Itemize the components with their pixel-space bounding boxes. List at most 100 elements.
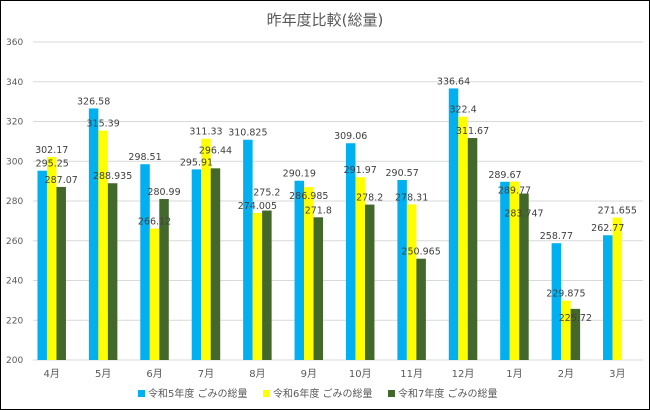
data-label: 298.51	[128, 152, 161, 163]
x-tick-label: 8月	[249, 368, 265, 380]
data-label: 289.67	[488, 170, 521, 181]
data-label: 295.91	[180, 157, 213, 168]
bar-2	[98, 130, 108, 360]
bar-2	[561, 300, 571, 360]
legend-swatch	[263, 390, 270, 397]
bar-3	[159, 199, 169, 360]
data-label: 315.39	[87, 119, 120, 130]
x-tick-label: 12月	[452, 368, 475, 380]
bar-2	[252, 212, 263, 360]
y-tick-label: 220	[6, 316, 23, 326]
data-label: 283.747	[504, 209, 543, 220]
data-label: 326.58	[77, 96, 110, 107]
y-tick-label: 360	[6, 38, 23, 48]
bar-1	[345, 143, 356, 360]
bar-1	[191, 169, 202, 360]
data-label: 280.99	[147, 187, 180, 198]
bar-1	[140, 164, 150, 360]
data-label: 309.06	[334, 131, 367, 142]
bar-1	[448, 88, 459, 360]
data-label: 287.07	[45, 175, 78, 186]
legend-label: 令和7年度 ごみの総量	[398, 387, 498, 400]
data-label: 271.655	[598, 206, 637, 217]
bar-3	[467, 138, 478, 360]
bar-2	[304, 187, 314, 360]
data-label: 250.965	[401, 247, 440, 258]
bar-3	[416, 258, 426, 360]
x-tick-label: 10月	[349, 368, 372, 380]
y-tick-label: 320	[6, 118, 23, 128]
y-tick-label: 240	[6, 277, 23, 287]
legend-swatch	[138, 390, 145, 397]
bar-3	[570, 308, 581, 360]
x-tick-label: 6月	[146, 368, 162, 380]
legend-label: 令和6年度 ごみの総量	[273, 387, 373, 400]
bar-3	[210, 168, 221, 360]
data-label: 289.77	[498, 186, 531, 197]
data-label: 310.825	[228, 128, 267, 139]
data-label: 274.005	[238, 201, 277, 212]
x-tick-label: 2月	[558, 368, 574, 380]
data-label: 286.985	[289, 191, 328, 202]
bar-2	[355, 177, 365, 360]
bar-1	[397, 179, 407, 360]
x-tick-label: 1月	[506, 368, 522, 380]
data-label: 311.33	[189, 127, 222, 138]
data-label: 296.44	[199, 145, 232, 156]
data-label: 311.67	[456, 126, 489, 137]
data-label: 278.31	[395, 192, 428, 203]
bar-1	[551, 243, 562, 360]
bar-3	[262, 210, 272, 360]
bar-3	[519, 193, 529, 360]
legend-label: 令和5年度 ごみの総量	[148, 387, 248, 400]
data-label: 291.97	[344, 165, 377, 176]
data-label: 290.19	[283, 169, 316, 180]
legend-swatch	[388, 390, 395, 397]
bar-1	[500, 181, 510, 360]
data-label: 262.77	[591, 223, 624, 234]
y-tick-label: 340	[6, 78, 23, 88]
y-tick-label: 260	[6, 237, 23, 247]
data-label: 258.77	[540, 231, 573, 242]
data-label: 336.64	[437, 76, 470, 87]
bar-2	[612, 217, 623, 360]
data-label: 275.2	[253, 188, 280, 199]
data-label: 278.2	[356, 193, 383, 204]
data-label: 295.25	[36, 159, 69, 170]
chart-title: 昨年度比較(総量)	[266, 11, 384, 29]
bar-1	[88, 108, 99, 361]
data-label: 302.17	[35, 145, 68, 156]
x-tick-label: 3月	[609, 368, 625, 380]
bar-3	[56, 186, 66, 360]
bar-3	[364, 204, 375, 360]
bar-2	[509, 181, 520, 360]
data-label: 322.4	[449, 105, 476, 116]
bar-2	[201, 138, 211, 360]
y-tick-label: 200	[6, 356, 23, 366]
bar-1	[243, 139, 253, 360]
bar-1	[603, 235, 613, 360]
bar-2	[149, 228, 160, 360]
bar-2	[406, 204, 417, 360]
bar-2	[46, 156, 57, 360]
x-tick-label: 5月	[95, 368, 111, 380]
x-tick-label: 11月	[400, 368, 423, 380]
x-tick-label: 7月	[198, 368, 214, 380]
bar-3	[107, 183, 118, 360]
data-label: 290.57	[386, 168, 419, 179]
data-label: 266.12	[138, 217, 171, 228]
x-tick-label: 4月	[44, 368, 60, 380]
bar-1	[294, 180, 305, 360]
bar-3	[313, 217, 324, 360]
data-label: 271.8	[305, 205, 332, 216]
bar-2	[458, 116, 468, 360]
y-tick-label: 300	[6, 157, 23, 167]
data-label: 225.72	[559, 313, 592, 324]
y-tick-label: 280	[6, 197, 23, 207]
bar-1	[37, 170, 47, 360]
x-tick-label: 9月	[301, 368, 317, 380]
data-label: 288.935	[93, 171, 132, 182]
data-label: 229.875	[546, 289, 585, 300]
